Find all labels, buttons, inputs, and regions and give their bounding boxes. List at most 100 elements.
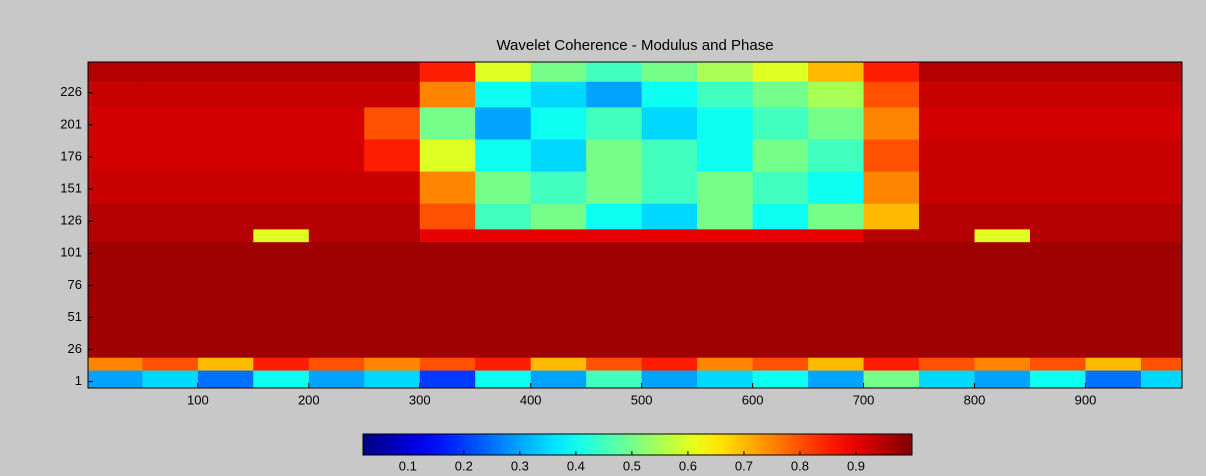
heat-cell (808, 81, 864, 107)
heat-cell (642, 242, 698, 358)
heat-cell (753, 242, 809, 358)
heat-cell (309, 357, 365, 370)
heat-cell (642, 203, 698, 229)
heat-cell (88, 81, 143, 107)
colorbar-tick-label: 0.9 (847, 458, 865, 473)
heat-cell (975, 107, 1031, 140)
heat-cell (808, 242, 864, 358)
heat-cell (753, 357, 809, 370)
heat-cell (253, 203, 309, 229)
heat-cell (1030, 62, 1086, 82)
heat-cell (142, 357, 198, 370)
heat-cell (586, 171, 642, 204)
heat-cell (586, 107, 642, 140)
heat-cell (475, 370, 531, 388)
heat-cell (1141, 107, 1183, 140)
heat-cell (1030, 107, 1086, 140)
heat-cell (475, 229, 531, 242)
heat-cell (309, 81, 365, 107)
x-tick-label: 900 (1075, 392, 1097, 407)
heat-cell (919, 357, 975, 370)
heat-cell (697, 357, 753, 370)
heat-cell (697, 229, 753, 242)
heat-cell (364, 370, 420, 388)
heat-cell (808, 62, 864, 82)
heat-cell (364, 107, 420, 140)
heat-cell (697, 370, 753, 388)
heat-cell (697, 62, 753, 82)
heat-cell (864, 107, 920, 140)
heat-cell (253, 81, 309, 107)
heat-cell (364, 81, 420, 107)
heat-cell (864, 203, 920, 229)
heat-cell (808, 107, 864, 140)
x-tick-label: 100 (187, 392, 209, 407)
y-tick-label: 76 (68, 277, 82, 292)
heat-cell (586, 229, 642, 242)
heat-cell (753, 107, 809, 140)
heat-cell (531, 81, 587, 107)
heat-cell (420, 370, 476, 388)
heat-cell (586, 203, 642, 229)
heat-cell (642, 107, 698, 140)
heat-cell (1085, 370, 1141, 388)
heat-cell (1141, 357, 1183, 370)
heat-cell (531, 370, 587, 388)
heat-cell (864, 171, 920, 204)
heat-cell (975, 357, 1031, 370)
y-tick-label: 151 (60, 181, 82, 196)
heat-cell (420, 139, 476, 172)
heat-cell (864, 81, 920, 107)
heat-cell (1030, 171, 1086, 204)
heat-cell (198, 139, 254, 172)
heat-cell (88, 370, 143, 388)
heat-cell (975, 242, 1031, 358)
x-tick-label: 400 (520, 392, 542, 407)
heat-cell (198, 171, 254, 204)
heat-cell (142, 107, 198, 140)
heat-cell (253, 107, 309, 140)
heat-cell (586, 62, 642, 82)
heat-cell (198, 203, 254, 229)
heat-cell (1085, 171, 1141, 204)
heat-cell (975, 62, 1031, 82)
heat-cell (919, 107, 975, 140)
chart: Wavelet Coherence - Modulus and Phase 10… (0, 0, 1206, 476)
heat-cell (1030, 370, 1086, 388)
heat-cell (919, 242, 975, 358)
heat-cell (309, 107, 365, 140)
heat-cell (198, 62, 254, 82)
heat-cell (753, 370, 809, 388)
y-tick-label: 176 (60, 148, 82, 163)
heat-cell (919, 81, 975, 107)
heat-cell (253, 229, 309, 242)
heat-cell (697, 107, 753, 140)
y-tick-label: 226 (60, 84, 82, 99)
heat-cell (420, 107, 476, 140)
heat-cell (198, 242, 254, 358)
heat-cell (475, 171, 531, 204)
heat-cell (475, 62, 531, 82)
heat-cell (531, 107, 587, 140)
heat-cell (975, 203, 1031, 229)
heat-cell (142, 62, 198, 82)
heat-cell (642, 62, 698, 82)
colorbar-tick-label: 0.4 (567, 458, 585, 473)
heat-cell (142, 229, 198, 242)
heat-cell (753, 203, 809, 229)
heat-cell (808, 203, 864, 229)
heat-cell (142, 139, 198, 172)
heat-cell (975, 81, 1031, 107)
colorbar-tick-label: 0.1 (399, 458, 417, 473)
heat-cell (1141, 171, 1183, 204)
heat-cell (1030, 229, 1086, 242)
heat-cell (1085, 242, 1141, 358)
heat-cell (309, 62, 365, 82)
heat-cell (586, 81, 642, 107)
heat-cell (142, 203, 198, 229)
y-tick-label: 126 (60, 213, 82, 228)
heat-cell (309, 370, 365, 388)
heat-cell (1141, 203, 1183, 229)
heat-cell (1030, 357, 1086, 370)
heat-cell (586, 139, 642, 172)
